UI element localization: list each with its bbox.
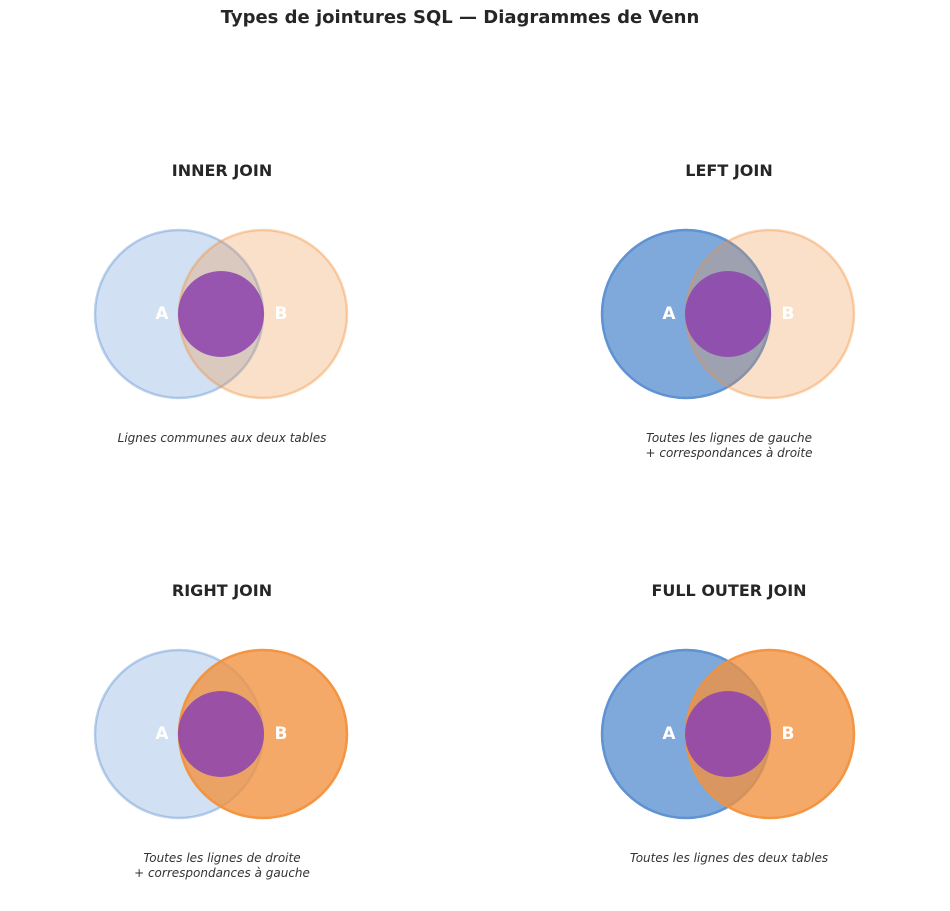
label-a: A xyxy=(155,304,169,324)
venn-panel: LEFT JOIN A B Toutes les lignes de gauche + … xyxy=(529,161,929,491)
venn-panel: FULL OUTER JOIN A B Toutes les lignes des d… xyxy=(529,581,929,911)
panel-title: INNER JOIN xyxy=(171,161,273,180)
venn-panel: RIGHT JOIN A B Toutes les lignes de droite +… xyxy=(22,581,422,911)
caption-line: + correspondances à droite xyxy=(645,446,813,460)
panel-title: FULL OUTER JOIN xyxy=(651,581,807,600)
panel-caption: Toutes les lignes de gauche + corresponda… xyxy=(529,431,929,461)
panel-caption: Toutes les lignes de droite + corresponda… xyxy=(22,851,422,881)
panel-caption: Lignes communes aux deux tables xyxy=(22,431,422,446)
caption-line: Toutes les lignes de gauche xyxy=(645,431,813,445)
label-a: A xyxy=(662,724,676,744)
venn-panel: INNER JOIN A B Lignes communes aux deux tab… xyxy=(22,161,422,491)
panel-title: RIGHT JOIN xyxy=(171,581,273,600)
label-a: A xyxy=(662,304,676,324)
label-b: B xyxy=(275,304,288,324)
intersection-region xyxy=(685,691,771,777)
main-title: Types de jointures SQL — Diagrammes de V… xyxy=(220,7,700,28)
intersection-region xyxy=(178,271,264,357)
caption-line: Toutes les lignes des deux tables xyxy=(629,851,829,865)
label-b: B xyxy=(782,304,795,324)
caption-line: + correspondances à gauche xyxy=(134,866,310,880)
panel-title: LEFT JOIN xyxy=(685,161,773,180)
intersection-region xyxy=(178,691,264,777)
caption-line: Toutes les lignes de droite xyxy=(143,851,301,865)
intersection-region xyxy=(685,271,771,357)
panel-caption: Toutes les lignes des deux tables xyxy=(529,851,929,866)
caption-line: Lignes communes aux deux tables xyxy=(117,431,327,445)
label-b: B xyxy=(275,724,288,744)
label-a: A xyxy=(155,724,169,744)
label-b: B xyxy=(782,724,795,744)
